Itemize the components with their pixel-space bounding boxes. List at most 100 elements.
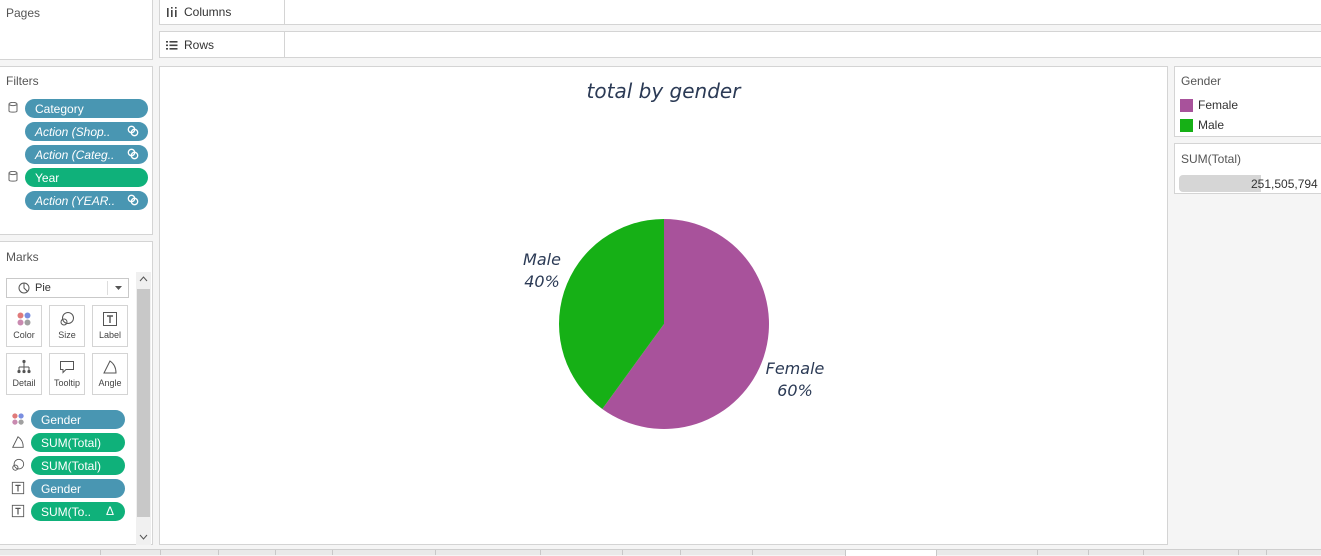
filter-pill-year[interactable]: Year xyxy=(25,168,148,187)
legend-item-label: Female xyxy=(1198,98,1239,112)
columns-shelf[interactable]: Columns xyxy=(159,0,1321,25)
link-icon xyxy=(127,194,139,206)
marks-title: Marks xyxy=(6,250,39,264)
dropdown-divider xyxy=(107,281,108,295)
columns-shelf-label: Columns xyxy=(160,0,285,24)
marks-field-label: Gender xyxy=(41,481,82,496)
marks-field-sum-total-label[interactable]: SUM(To.. Δ xyxy=(31,502,125,521)
columns-icon xyxy=(167,7,177,17)
tab-divider xyxy=(752,550,753,555)
color-button-label: Color xyxy=(13,330,35,340)
pie-label-male-percent: 40% xyxy=(524,272,560,291)
database-icon xyxy=(8,171,18,182)
pie-slice-female[interactable] xyxy=(602,219,769,429)
view-canvas[interactable]: total by gender Male 40% Female 60% xyxy=(159,66,1168,545)
filter-pill-label: Action (Shop.. xyxy=(35,124,111,139)
filter-pill-label: Action (Categ.. xyxy=(35,147,115,162)
mark-type-dropdown[interactable]: Pie xyxy=(6,278,129,298)
columns-label: Columns xyxy=(184,5,232,19)
size-legend: SUM(Total) 251,505,794 xyxy=(1174,143,1321,194)
marks-scrollbar[interactable] xyxy=(136,272,151,545)
marks-field-label: SUM(To.. xyxy=(41,504,92,519)
marks-field-label: Gender xyxy=(41,412,82,427)
delta-icon: Δ xyxy=(105,504,114,518)
mark-type-label: Pie xyxy=(35,282,51,294)
scroll-down-icon[interactable] xyxy=(139,534,148,540)
chevron-down-icon xyxy=(115,286,122,290)
scrollbar-thumb[interactable] xyxy=(137,289,150,517)
database-icon xyxy=(8,102,18,113)
filter-pill-action-category[interactable]: Action (Categ.. xyxy=(25,145,148,164)
angle-icon xyxy=(103,360,117,374)
rows-shelf-label: Rows xyxy=(160,32,285,57)
label-button[interactable]: Label xyxy=(92,305,128,347)
filters-title: Filters xyxy=(6,74,39,88)
legend-swatch xyxy=(1180,98,1193,112)
marks-field-sum-total-angle[interactable]: SUM(Total) xyxy=(31,433,125,452)
filter-pill-label: Action (YEAR.. xyxy=(35,193,116,208)
rows-label: Rows xyxy=(184,37,215,52)
chart-title: total by gender xyxy=(586,79,741,103)
tab-divider xyxy=(680,550,681,555)
marks-field-gender-label[interactable]: Gender xyxy=(31,479,125,498)
tab-divider xyxy=(275,550,276,555)
rows-icon xyxy=(166,40,178,50)
pie-label-female-name: Female xyxy=(766,359,825,378)
marks-field-sum-total-size[interactable]: SUM(Total) xyxy=(31,456,125,475)
color-button[interactable]: Color xyxy=(6,305,42,347)
tab-divider xyxy=(622,550,623,555)
detail-icon xyxy=(17,359,31,374)
color-icon xyxy=(12,413,24,425)
marks-field-gender-color[interactable]: Gender xyxy=(31,410,125,429)
tooltip-button[interactable]: Tooltip xyxy=(49,353,85,395)
filter-pill-label: Category xyxy=(35,101,84,116)
legend-item-female[interactable]: Female xyxy=(1180,98,1238,112)
size-legend-bar xyxy=(1179,175,1261,192)
pie-icon xyxy=(18,282,30,294)
marks-field-label: SUM(Total) xyxy=(41,435,102,450)
angle-icon xyxy=(12,436,24,448)
label-button-label: Label xyxy=(98,330,122,340)
rows-shelf[interactable]: Rows xyxy=(159,31,1321,58)
tab-divider xyxy=(1266,550,1267,555)
tab-divider xyxy=(540,550,541,555)
filter-pill-category[interactable]: Category xyxy=(25,99,148,118)
marks-field-label: SUM(Total) xyxy=(41,458,102,473)
marks-panel: Marks Pie Color Size Label xyxy=(0,241,153,545)
tab-divider xyxy=(100,550,101,555)
filter-pill-action-year[interactable]: Action (YEAR.. xyxy=(25,191,148,210)
size-icon xyxy=(60,312,74,326)
scroll-up-icon[interactable] xyxy=(139,276,148,282)
label-icon xyxy=(103,312,117,326)
pie-chart[interactable]: Male 40% Female 60% xyxy=(160,67,1167,544)
detail-button-label: Detail xyxy=(12,378,36,388)
tab-divider xyxy=(1088,550,1089,555)
legend-swatch xyxy=(1180,118,1193,132)
sheet-tab-active[interactable] xyxy=(845,550,937,556)
tab-divider xyxy=(1238,550,1239,555)
color-icon xyxy=(17,312,31,326)
pie-label-male-name: Male xyxy=(523,250,561,269)
tab-divider xyxy=(1143,550,1144,555)
filters-panel: Filters Category Action (Shop.. Action (… xyxy=(0,66,153,235)
legend-item-male[interactable]: Male xyxy=(1180,118,1224,132)
filter-pill-label: Year xyxy=(35,170,60,185)
tab-divider xyxy=(332,550,333,555)
filter-pill-action-shop[interactable]: Action (Shop.. xyxy=(25,122,148,141)
tooltip-button-label: Tooltip xyxy=(53,378,80,388)
tab-divider xyxy=(218,550,219,555)
size-icon xyxy=(12,458,25,471)
label-icon xyxy=(11,504,25,518)
color-legend: Gender Female Male xyxy=(1174,66,1321,137)
tab-divider xyxy=(1037,550,1038,555)
sheet-tabs-bar[interactable] xyxy=(0,549,1321,556)
size-button[interactable]: Size xyxy=(49,305,85,347)
label-icon xyxy=(11,481,25,495)
size-legend-title: SUM(Total) xyxy=(1181,152,1242,166)
angle-button[interactable]: Angle xyxy=(92,353,128,395)
color-legend-title: Gender xyxy=(1181,74,1222,88)
pie-label-female-percent: 60% xyxy=(777,381,813,400)
pie-slice-male[interactable] xyxy=(559,219,664,409)
pages-panel: Pages xyxy=(0,0,153,60)
detail-button[interactable]: Detail xyxy=(6,353,42,395)
